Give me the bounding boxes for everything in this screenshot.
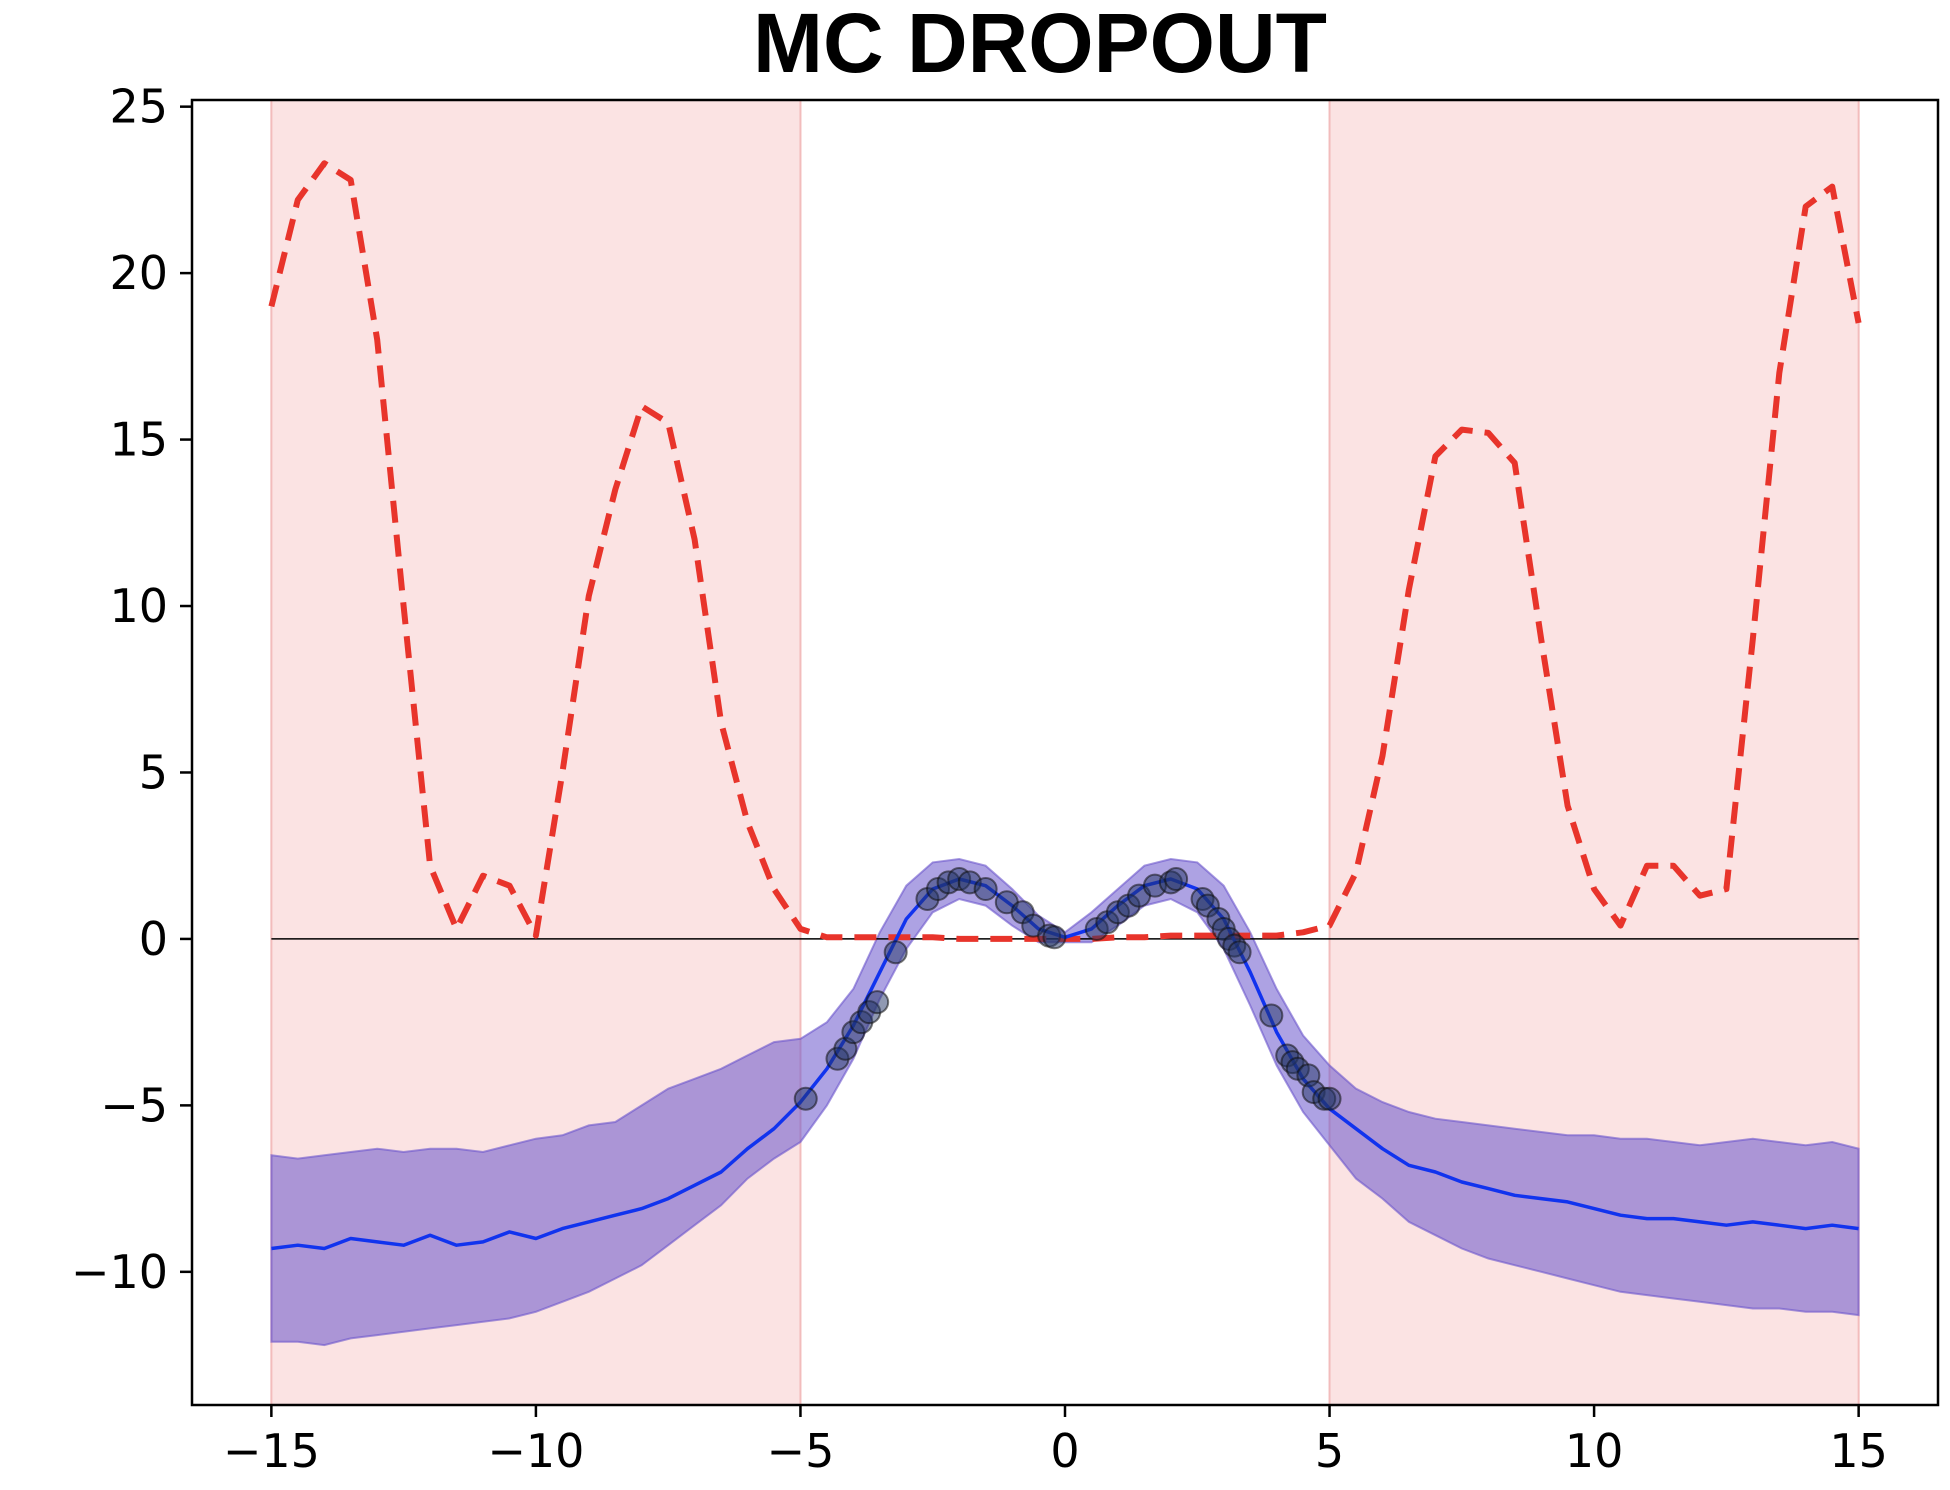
y-axis: −10 −5 0 5 10 15 20 25 (71, 80, 192, 1299)
data-point (793, 1086, 818, 1111)
x-tick-label: 10 (1565, 1424, 1624, 1478)
x-axis: −15 −10 −5 0 5 10 15 (223, 1405, 1888, 1478)
y-tick-label: 10 (109, 579, 168, 633)
data-point (1259, 1003, 1284, 1028)
y-tick-label: −10 (71, 1245, 168, 1299)
x-tick-label: 15 (1829, 1424, 1888, 1478)
training-points (793, 867, 1342, 1111)
y-tick-label: 25 (109, 80, 168, 134)
y-tick-label: 15 (109, 413, 168, 467)
x-tick-label: −10 (487, 1424, 584, 1478)
data-point (1317, 1086, 1342, 1111)
x-tick-label: −15 (223, 1424, 320, 1478)
x-tick-label: −5 (767, 1424, 835, 1478)
data-point (883, 940, 908, 965)
y-tick-label: −5 (100, 1078, 168, 1132)
x-tick-label: 5 (1315, 1424, 1344, 1478)
data-point (1164, 867, 1189, 892)
y-tick-label: 0 (139, 912, 168, 966)
y-tick-label: 5 (139, 745, 168, 799)
chart-title: MC DROPOUT (753, 0, 1327, 90)
data-point (973, 876, 998, 901)
x-tick-label: 0 (1050, 1424, 1079, 1478)
uncertainty-band (270, 857, 1860, 1347)
data-point (865, 990, 890, 1015)
uncertainty-band-area (270, 857, 1860, 1347)
data-point (1227, 940, 1252, 965)
y-tick-label: 20 (109, 246, 168, 300)
data-point (1042, 925, 1067, 950)
